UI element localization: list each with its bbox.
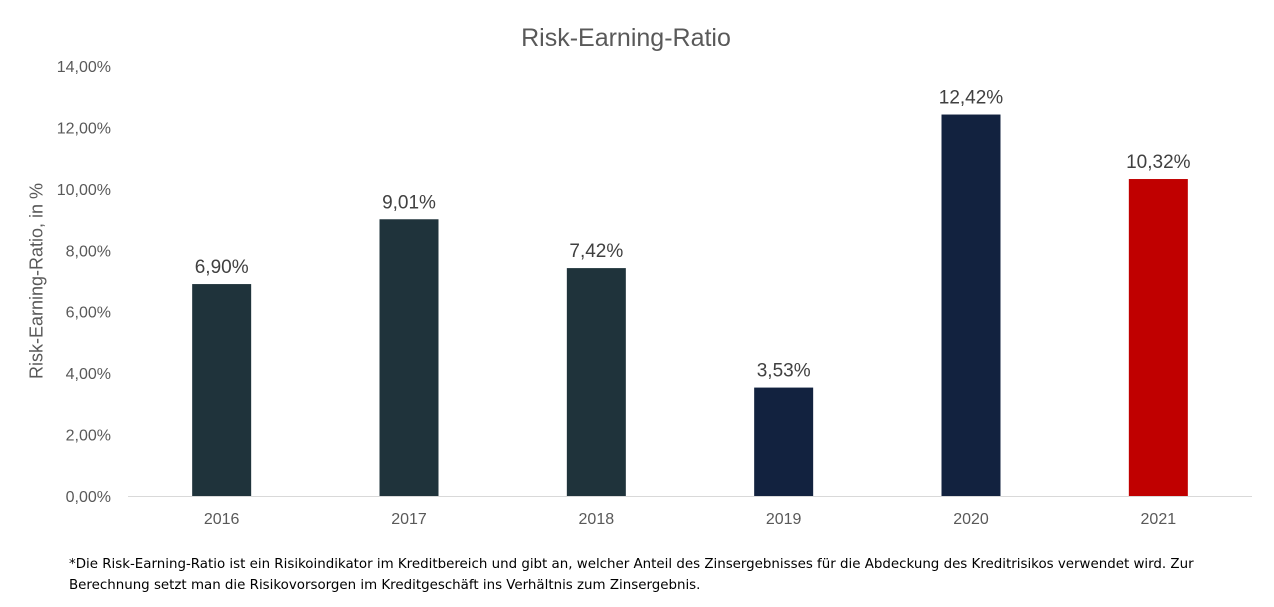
y-tick-label: 8,00% [66,243,111,260]
x-tick-label: 2017 [391,511,427,528]
footnote: *Die Risk-Earning-Ratio ist ein Risikoin… [69,557,1194,593]
bar-2019 [754,387,814,496]
x-tick-label: 2018 [579,511,615,528]
x-tick-label: 2021 [1141,511,1177,528]
bar-chart: 0,00% 2,00% 4,00% 6,00% 8,00% 10,00% 12,00% 14,… [57,59,1252,528]
y-tick-label: 12,00% [57,120,111,137]
data-label: 12,42% [939,88,1004,109]
y-tick-label: 0,00% [66,489,111,506]
y-tick-label: 14,00% [57,59,111,76]
y-axis-ticks: 0,00% 2,00% 4,00% 6,00% 8,00% 10,00% 12,00% 14,… [57,59,111,506]
y-tick-label: 6,00% [66,305,111,322]
x-tick-label: 2020 [953,511,989,528]
data-label: 10,32% [1126,152,1191,173]
bars [192,114,1188,497]
y-tick-label: 4,00% [66,366,111,383]
data-label: 6,90% [195,257,249,278]
data-label: 7,42% [569,241,623,262]
bar-2018 [566,268,626,496]
data-label: 3,53% [757,361,811,382]
x-axis-ticks: 2016 2017 2018 2019 2020 2021 [204,511,1176,528]
bar-2016 [192,284,252,496]
y-tick-label: 2,00% [66,428,111,445]
bar-2020 [941,114,1001,497]
chart-title: Risk-Earning-Ratio [521,24,731,52]
data-labels: 6,90% 9,01% 7,42% 3,53% 12,42% 10,32% [195,88,1191,382]
data-label: 9,01% [382,192,436,213]
x-tick-label: 2016 [204,511,240,528]
x-tick-label: 2019 [766,511,802,528]
bar-2021 [1128,179,1188,496]
y-tick-label: 10,00% [57,182,111,199]
bar-2017 [379,219,439,496]
